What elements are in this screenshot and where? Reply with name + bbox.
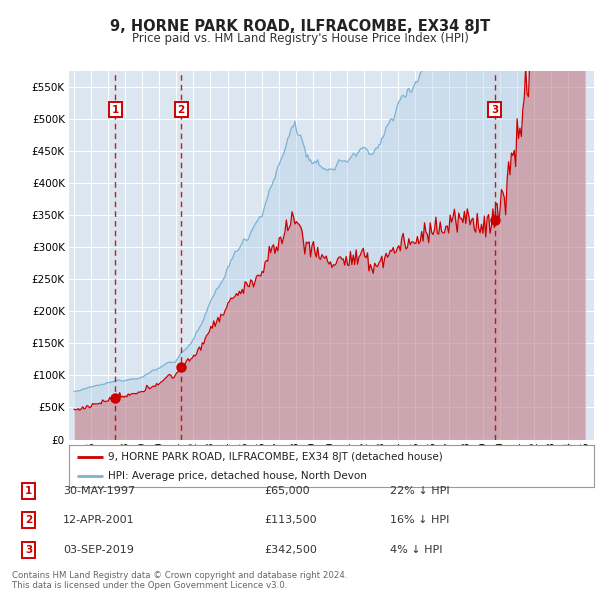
Text: Price paid vs. HM Land Registry's House Price Index (HPI): Price paid vs. HM Land Registry's House … xyxy=(131,32,469,45)
Text: 4% ↓ HPI: 4% ↓ HPI xyxy=(390,545,443,555)
Text: Contains HM Land Registry data © Crown copyright and database right 2024.: Contains HM Land Registry data © Crown c… xyxy=(12,571,347,579)
Text: 3: 3 xyxy=(491,104,498,114)
Text: 9, HORNE PARK ROAD, ILFRACOMBE, EX34 8JT: 9, HORNE PARK ROAD, ILFRACOMBE, EX34 8JT xyxy=(110,19,490,34)
Text: £65,000: £65,000 xyxy=(264,486,310,496)
Text: 22% ↓ HPI: 22% ↓ HPI xyxy=(390,486,449,496)
Text: 16% ↓ HPI: 16% ↓ HPI xyxy=(390,516,449,525)
Text: £342,500: £342,500 xyxy=(264,545,317,555)
Text: 12-APR-2001: 12-APR-2001 xyxy=(63,516,134,525)
Text: 2: 2 xyxy=(178,104,185,114)
Text: 3: 3 xyxy=(25,545,32,555)
Text: 03-SEP-2019: 03-SEP-2019 xyxy=(63,545,134,555)
Text: 2: 2 xyxy=(25,516,32,525)
Text: 1: 1 xyxy=(112,104,119,114)
Text: HPI: Average price, detached house, North Devon: HPI: Average price, detached house, Nort… xyxy=(109,471,367,481)
Text: This data is licensed under the Open Government Licence v3.0.: This data is licensed under the Open Gov… xyxy=(12,581,287,590)
Text: £113,500: £113,500 xyxy=(264,516,317,525)
Text: 9, HORNE PARK ROAD, ILFRACOMBE, EX34 8JT (detached house): 9, HORNE PARK ROAD, ILFRACOMBE, EX34 8JT… xyxy=(109,452,443,462)
Text: 30-MAY-1997: 30-MAY-1997 xyxy=(63,486,135,496)
Text: 1: 1 xyxy=(25,486,32,496)
